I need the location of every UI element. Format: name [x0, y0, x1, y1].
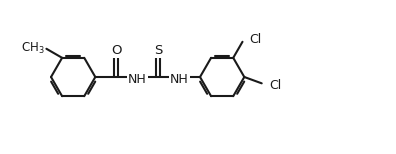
Text: Cl: Cl	[250, 33, 262, 46]
Text: NH: NH	[170, 73, 189, 85]
Text: S: S	[154, 44, 162, 57]
Text: CH$_3$: CH$_3$	[21, 41, 44, 56]
Text: NH: NH	[128, 73, 147, 85]
Text: Cl: Cl	[269, 79, 281, 92]
Text: O: O	[111, 44, 122, 57]
